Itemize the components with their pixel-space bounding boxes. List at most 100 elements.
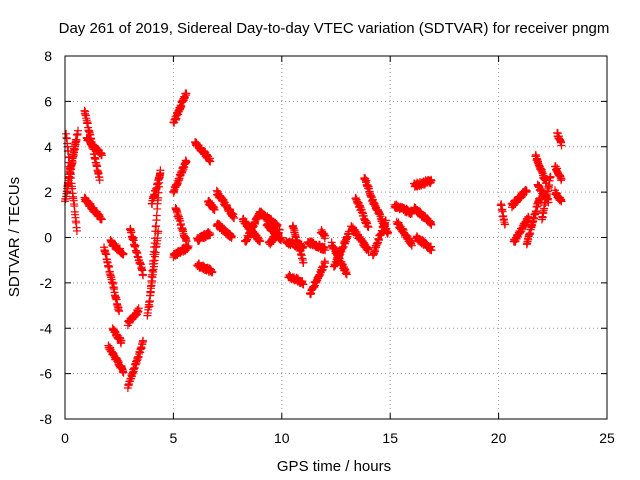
data-point [139, 271, 148, 280]
data-point [206, 230, 215, 239]
data-point [407, 241, 416, 250]
x-tick-label: 15 [382, 430, 398, 446]
grid [65, 56, 607, 419]
data-point [299, 258, 308, 267]
satellite-track [191, 138, 215, 166]
satellite-track [351, 193, 373, 232]
satellite-track [329, 227, 354, 271]
data-point [522, 186, 531, 195]
data-point [557, 174, 566, 183]
satellite-track [288, 221, 308, 267]
data-point [557, 197, 566, 206]
plot-frame [64, 55, 608, 420]
data-point [384, 228, 393, 237]
satellite-track [305, 257, 330, 299]
data-point [546, 172, 555, 181]
data-point [97, 151, 106, 160]
data-point [182, 89, 191, 98]
data-point [364, 223, 373, 232]
x-tick-label: 0 [61, 430, 69, 446]
data-point [119, 249, 128, 258]
data-point [97, 215, 106, 224]
satellite-track [410, 175, 436, 191]
data-point [273, 221, 282, 230]
data-point [156, 168, 165, 177]
satellite-track [531, 150, 551, 188]
data-points [61, 89, 566, 393]
data-point [501, 220, 510, 229]
satellite-track [212, 186, 239, 222]
satellite-track [169, 156, 191, 197]
data-point [206, 157, 215, 166]
x-tick-label: 25 [599, 430, 615, 446]
data-point [427, 176, 436, 185]
data-point [74, 126, 83, 135]
satellite-track [82, 133, 106, 160]
data-point [210, 205, 219, 214]
satellite-track [522, 193, 544, 249]
satellite-track [143, 227, 163, 320]
satellite-track [368, 216, 390, 260]
data-point [427, 246, 436, 255]
y-tick-label: 6 [44, 93, 52, 109]
satellite-track [507, 186, 531, 212]
y-axis-label: SDTVAR / TECUs [6, 177, 23, 297]
data-point [227, 232, 236, 241]
satellite-track [126, 224, 148, 280]
satellite-track [347, 222, 373, 257]
data-point [299, 280, 308, 289]
data-point [321, 259, 330, 268]
y-tick-labels: -8 -6 -4 -2 0 2 4 6 8 [40, 48, 53, 427]
satellite-track [100, 243, 124, 316]
y-tick-label: 0 [44, 230, 52, 246]
data-point [557, 141, 566, 150]
data-point [342, 270, 351, 279]
data-point [117, 336, 126, 345]
x-tick-label: 20 [491, 430, 507, 446]
data-point [71, 135, 80, 144]
satellite-track [410, 203, 436, 229]
data-point [134, 304, 143, 313]
satellite-track [496, 200, 510, 229]
satellite-track [147, 168, 165, 208]
satellite-track [303, 237, 330, 255]
satellite-track [193, 228, 215, 245]
x-tick-label: 5 [170, 430, 178, 446]
satellite-track [63, 135, 80, 193]
data-point [95, 176, 104, 185]
satellite-track [80, 193, 106, 224]
y-tick-label: -6 [40, 366, 53, 382]
y-tick-label: 4 [44, 139, 52, 155]
satellite-track [212, 219, 236, 242]
satellite-track [171, 203, 191, 246]
data-point [275, 225, 284, 234]
satellite-track [553, 128, 566, 150]
satellite-track [193, 259, 217, 277]
satellite-track [108, 324, 126, 348]
satellite-track [390, 200, 416, 218]
data-point [72, 226, 81, 235]
data-point [182, 157, 191, 166]
data-point [381, 216, 390, 225]
data-point [184, 242, 193, 251]
y-tick-label: -2 [40, 275, 53, 291]
y-tick-label: -4 [40, 320, 53, 336]
satellite-track [392, 217, 416, 250]
satellite-track [104, 341, 128, 377]
data-point [321, 231, 330, 240]
data-point [119, 368, 128, 377]
y-tick-label: -8 [40, 411, 53, 427]
data-point [321, 246, 330, 255]
x-tick-label: 10 [274, 430, 290, 446]
x-axis-label: GPS time / hours [277, 458, 391, 475]
data-point [115, 307, 124, 316]
data-point [154, 227, 163, 236]
satellite-track [264, 225, 284, 249]
data-point [427, 220, 436, 229]
satellite-track [550, 162, 566, 185]
satellite-track [169, 241, 193, 262]
satellite-track [316, 225, 330, 243]
satellite-track [169, 89, 191, 127]
